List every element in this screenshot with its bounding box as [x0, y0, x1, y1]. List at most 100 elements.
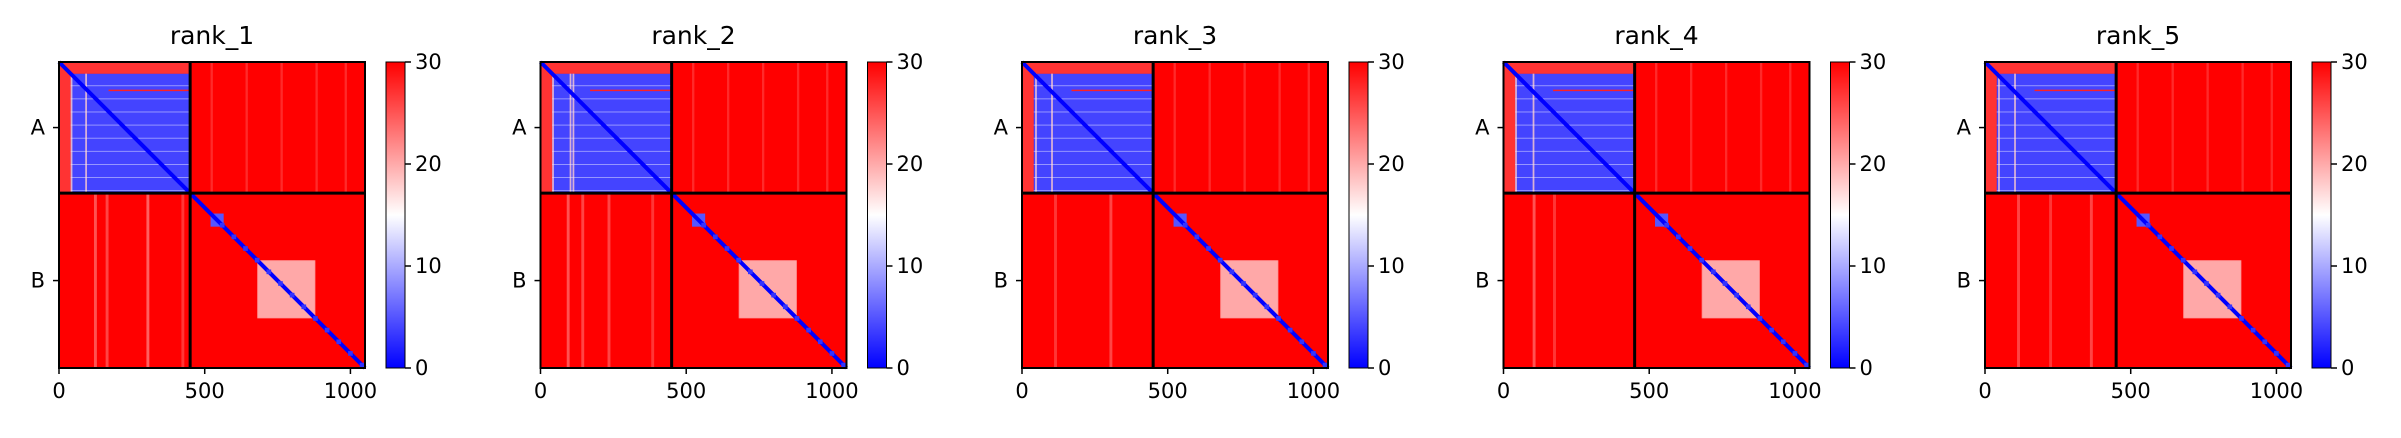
inter-chain-stripe	[2049, 193, 2053, 368]
diagonal-blob	[771, 292, 776, 298]
heatmap	[539, 60, 848, 370]
inter-chain-stripe	[1532, 193, 1536, 368]
pae-panel-3: rank_3 0 500 1000 A B 0 10 20 30	[994, 21, 1405, 403]
diagonal-blob	[701, 222, 707, 228]
chain-a-stripe	[1033, 85, 1154, 87]
diagonal-blob	[1217, 257, 1223, 263]
inter-chain-stripe	[826, 62, 829, 194]
diagonal-blob	[2239, 316, 2244, 321]
chain-label: A	[512, 116, 527, 140]
inter-chain-stripe	[1553, 193, 1556, 368]
inter-chain-stripe	[1690, 62, 1693, 194]
diagonal-blob	[2215, 292, 2221, 298]
x-tick-label: 500	[185, 379, 225, 403]
chain-a-stripe	[552, 98, 672, 100]
chain-a-high-col	[2014, 73, 2016, 194]
x-tick-label: 0	[534, 379, 547, 403]
heatmap	[1502, 60, 1811, 370]
chain-a-stripe	[1996, 111, 2117, 113]
diagonal-blob	[2157, 234, 2163, 240]
diagonal-blob	[2250, 327, 2256, 333]
diagonal-blob	[1804, 362, 1809, 368]
diagonal-blob	[243, 246, 248, 251]
diagonal-blob	[2180, 257, 2186, 263]
x-tick-label: 500	[2111, 379, 2151, 403]
diagonal-blob	[2145, 222, 2151, 228]
diagonal-blob	[301, 304, 307, 310]
pae-panel-2: rank_2 0 500 1000 A B 0 10 20 30	[512, 21, 923, 403]
x-tick-label: 0	[1497, 379, 1510, 403]
x-tick-label: 500	[666, 379, 706, 403]
diagonal-blob	[713, 234, 718, 240]
chain-a-stripe	[1515, 177, 1635, 178]
chain-a-stripe	[70, 177, 191, 178]
diagonal-blob	[829, 351, 835, 356]
chain-a-high-col	[1998, 73, 2000, 194]
diagonal-blob	[1311, 351, 1316, 356]
chain-a-stripe	[552, 111, 672, 113]
pae-panel-5: rank_5 0 500 1000 A B 0 10 20 30	[1957, 21, 2368, 403]
inter-chain-stripe	[315, 62, 318, 194]
chain-a-stripe	[1515, 164, 1635, 165]
inter-chain-stripe	[1173, 62, 1176, 194]
diagonal-blob	[759, 281, 765, 286]
diagonal-blob	[1206, 246, 1211, 251]
diagonal-blob	[1252, 292, 1258, 298]
chain-a-stripe	[1515, 190, 1635, 192]
heatmap	[1983, 60, 2293, 370]
colorbar-tick-label: 0	[897, 356, 910, 380]
diagonal-blob	[2262, 339, 2268, 345]
chain-a-stripe	[1033, 124, 1154, 126]
colorbar-tick-label: 10	[2341, 254, 2368, 278]
diagonal-blob	[1687, 246, 1693, 251]
chain-a-nterm-rows	[1022, 62, 1154, 74]
heatmap-frame	[1021, 61, 1329, 369]
panel-title: rank_4	[1614, 21, 1698, 50]
chain-label: B	[512, 269, 526, 293]
inter-chain-stripe	[245, 62, 248, 194]
chain-label: B	[1475, 269, 1489, 293]
x-tick-label: 1000	[1287, 379, 1340, 403]
chain-a-stripe	[1996, 137, 2117, 139]
diagonal-blob	[1241, 281, 1246, 286]
chain-a-stripe	[1033, 164, 1154, 165]
chain-a-nterm-cols	[1022, 62, 1034, 194]
colorbar	[1348, 61, 1369, 369]
colorbar-tick-label: 30	[897, 50, 924, 74]
chain-a-stripe	[552, 137, 672, 139]
colorbar-tick-label: 30	[415, 50, 442, 74]
chain-label: A	[1475, 116, 1490, 140]
heatmap-frame	[539, 61, 848, 369]
x-tick-label: 0	[1978, 379, 1991, 403]
chain-a-stripe	[552, 85, 672, 87]
chain-label: B	[31, 269, 45, 293]
chain-a-nterm-rows	[1985, 62, 2117, 74]
heatmap-frame	[1502, 61, 1811, 369]
colorbar	[867, 61, 887, 369]
diagonal-blob	[2169, 246, 2174, 251]
inter-chain-stripe	[796, 62, 800, 194]
diagonal-blob	[1780, 339, 1786, 345]
inter-chain-stripe	[727, 62, 730, 194]
diagonal-blob	[747, 269, 753, 275]
x-tick-label: 0	[1015, 379, 1028, 403]
chain-a-stripe	[552, 177, 672, 178]
chain-a-stripe	[1033, 137, 1154, 139]
diagonal-blob	[1757, 316, 1763, 321]
chain-a-stripe	[1996, 164, 2117, 165]
chain-a-nterm-cols	[1985, 62, 1997, 194]
x-tick-label: 1000	[324, 379, 377, 403]
inter-chain-stripe	[2171, 62, 2174, 194]
chain-a-stripe	[1515, 124, 1635, 126]
inter-chain-stripe	[1789, 62, 1792, 194]
chain-a-stripe	[70, 98, 191, 100]
x-tick-label: 1000	[2250, 379, 2303, 403]
diagonal-blob	[724, 246, 730, 251]
chain-label: A	[31, 116, 46, 140]
chain-a-stripe	[1515, 98, 1635, 100]
chain-a-stripe	[552, 190, 672, 192]
inter-chain-stripe	[692, 62, 695, 194]
inter-chain-stripe	[2136, 62, 2139, 194]
diagonal-blob	[1699, 257, 1705, 263]
